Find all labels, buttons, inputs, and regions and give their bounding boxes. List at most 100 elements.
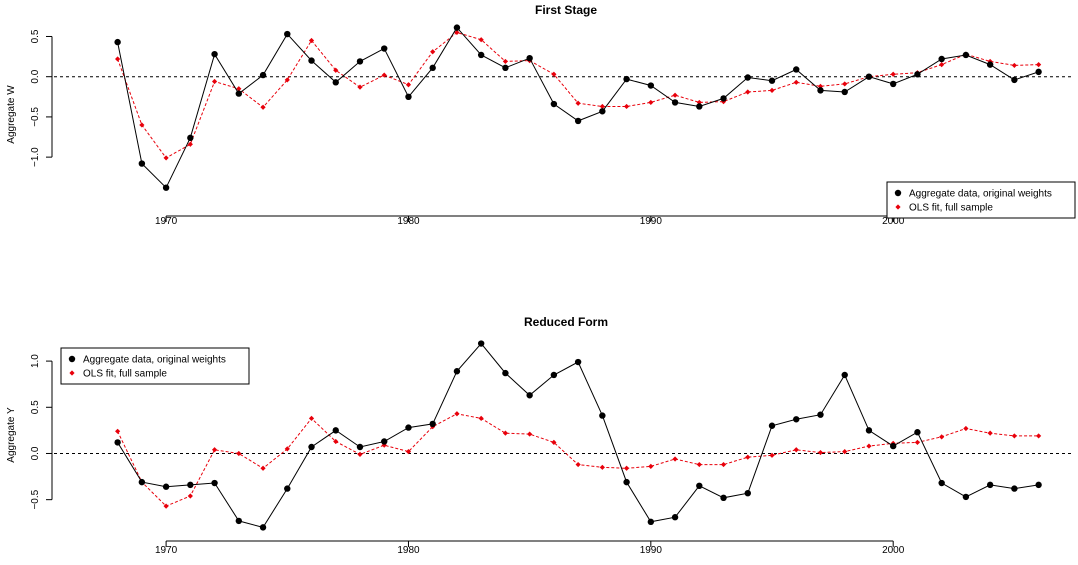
data-point	[454, 411, 460, 417]
data-point	[162, 483, 170, 490]
data-point	[744, 74, 751, 81]
legend-marker	[894, 189, 902, 197]
legend: Aggregate data, original weights OLS fit,…	[60, 347, 250, 385]
data-point	[768, 422, 776, 429]
data-point	[429, 420, 436, 428]
data-point	[938, 479, 945, 487]
data-point	[647, 82, 655, 89]
data-point	[866, 443, 872, 449]
series-ols-fit	[115, 29, 1042, 161]
data-point	[696, 482, 703, 490]
data-point	[599, 108, 606, 115]
data-point	[333, 438, 339, 445]
data-point	[429, 64, 436, 72]
data-point	[550, 371, 558, 379]
data-point	[1011, 76, 1018, 84]
data-point	[381, 438, 388, 445]
legend-label: Aggregate data, original weights	[909, 189, 1052, 200]
data-point	[550, 100, 558, 108]
panel-title: Reduced Form	[524, 315, 608, 329]
panel-title: First Stage	[535, 3, 597, 17]
data-point	[672, 456, 678, 462]
data-point	[599, 412, 606, 419]
data-point	[648, 463, 654, 470]
data-point	[793, 66, 800, 73]
series-aggregate	[114, 340, 1042, 531]
x-tick-label: 2000	[882, 216, 905, 227]
legend-marker	[895, 204, 901, 210]
data-point	[574, 358, 582, 366]
data-point	[1036, 62, 1042, 68]
data-point	[1035, 68, 1042, 76]
data-point	[817, 449, 824, 456]
series-line	[117, 413, 1039, 507]
data-point	[405, 82, 412, 88]
data-point	[769, 87, 775, 93]
data-point	[236, 86, 242, 92]
y-axis-label: Aggregate W	[6, 85, 17, 144]
data-point	[308, 37, 315, 44]
x-tick-label: 2000	[882, 545, 905, 556]
data-point	[962, 51, 970, 59]
series-line	[117, 26, 1039, 189]
data-point	[478, 415, 484, 421]
data-point	[817, 83, 824, 89]
y-tick-label: 0.0	[30, 69, 41, 83]
series-ols-fit	[115, 411, 1042, 509]
data-point	[162, 184, 170, 191]
data-point	[259, 71, 267, 79]
legend-box	[60, 347, 250, 385]
legend-marker	[68, 355, 76, 363]
data-point	[672, 92, 678, 98]
data-point	[114, 38, 121, 46]
data-point	[987, 430, 993, 436]
data-point	[139, 122, 145, 128]
data-point	[744, 490, 751, 497]
data-point	[623, 478, 630, 486]
data-point	[914, 429, 921, 436]
data-point	[454, 29, 460, 36]
data-point	[890, 71, 896, 77]
data-point	[405, 424, 412, 431]
data-point	[1036, 433, 1042, 439]
data-point	[235, 90, 243, 97]
data-point	[671, 514, 679, 521]
data-point	[211, 447, 218, 453]
data-point	[187, 481, 194, 489]
data-point	[551, 71, 557, 77]
data-point	[430, 49, 436, 55]
data-point	[671, 99, 679, 106]
data-point	[696, 99, 702, 106]
data-point	[889, 80, 897, 88]
data-point	[284, 485, 291, 492]
y-tick-label: −0.5	[30, 489, 41, 509]
data-point	[477, 340, 485, 347]
data-point	[332, 79, 339, 86]
reduced-form-panel: Reduced Form Aggregate Y −0.5 0.0 0.5 1.0 19…	[6, 315, 1072, 556]
legend-label: Aggregate data, original weights	[83, 355, 226, 366]
data-point	[963, 425, 969, 432]
first-stage-panel: First Stage Aggregate W −1.0 −0.5 0.0 0.5 19…	[6, 3, 1076, 227]
data-point	[575, 100, 581, 106]
y-tick-label: 1.0	[30, 354, 41, 368]
data-point	[502, 430, 509, 436]
data-point	[551, 439, 557, 445]
data-point	[163, 155, 169, 161]
data-point	[114, 439, 121, 446]
legend-marker	[69, 370, 75, 376]
data-point	[1035, 481, 1042, 489]
data-point	[259, 524, 267, 531]
data-point	[962, 493, 970, 501]
data-point	[769, 452, 775, 458]
data-point	[211, 50, 218, 58]
series-aggregate	[114, 24, 1042, 191]
data-point	[575, 461, 581, 468]
data-point	[1011, 62, 1017, 69]
data-point	[623, 103, 630, 110]
data-point	[527, 431, 533, 437]
y-axis-label: Aggregate Y	[6, 407, 17, 463]
data-point	[405, 449, 412, 455]
data-point	[599, 464, 605, 470]
legend-label: OLS fit, full sample	[83, 369, 167, 380]
